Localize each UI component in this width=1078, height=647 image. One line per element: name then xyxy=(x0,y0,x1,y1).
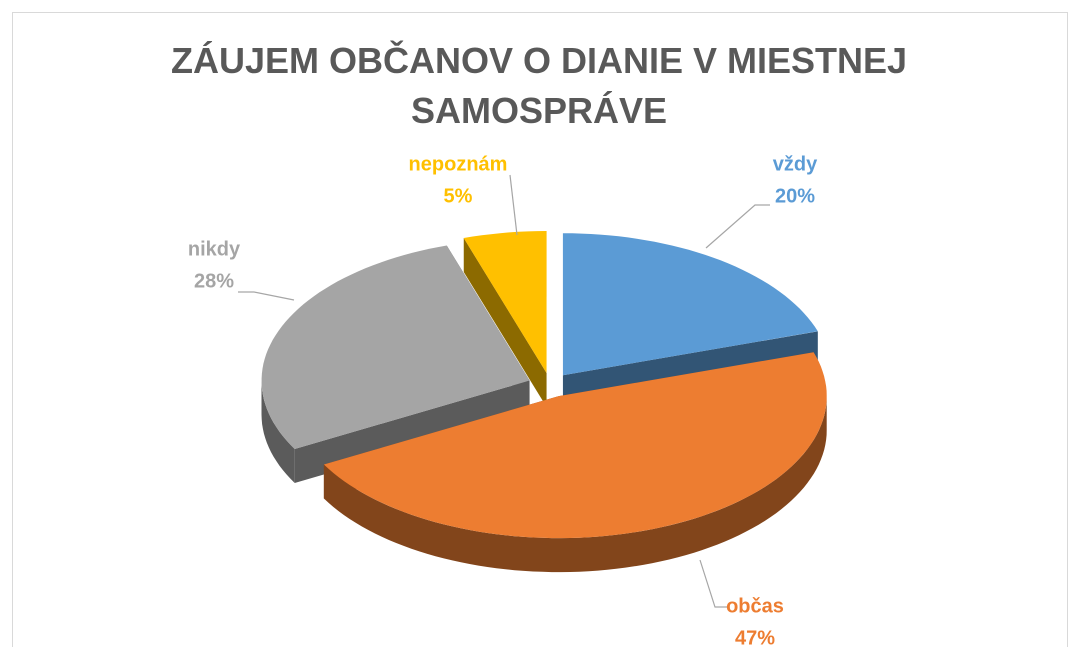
slice xyxy=(323,352,827,539)
slice xyxy=(463,231,547,374)
data-label-category: vždy xyxy=(773,153,818,175)
slice-wall xyxy=(323,396,827,573)
data-label-value: 28% xyxy=(194,270,234,292)
data-label-value: 20% xyxy=(775,185,815,207)
chart-title: ZÁUJEM OBČANOV O DIANIE V MIESTNEJ SAMOS… xyxy=(170,40,908,131)
leader-line xyxy=(238,291,295,301)
data-label-value: 5% xyxy=(444,185,473,207)
chart-frame xyxy=(12,12,1068,647)
data-label-category: občas xyxy=(726,595,784,617)
data-label-value: 47% xyxy=(735,627,775,647)
slice-side xyxy=(463,237,547,408)
leader-line xyxy=(705,204,770,249)
data-label-category: nikdy xyxy=(188,238,241,260)
slice xyxy=(261,245,530,449)
leader-line xyxy=(509,174,518,236)
leader-line xyxy=(699,559,727,608)
slice xyxy=(562,233,818,376)
slice-wall xyxy=(261,380,295,483)
data-label-category: nepoznám xyxy=(409,153,508,175)
